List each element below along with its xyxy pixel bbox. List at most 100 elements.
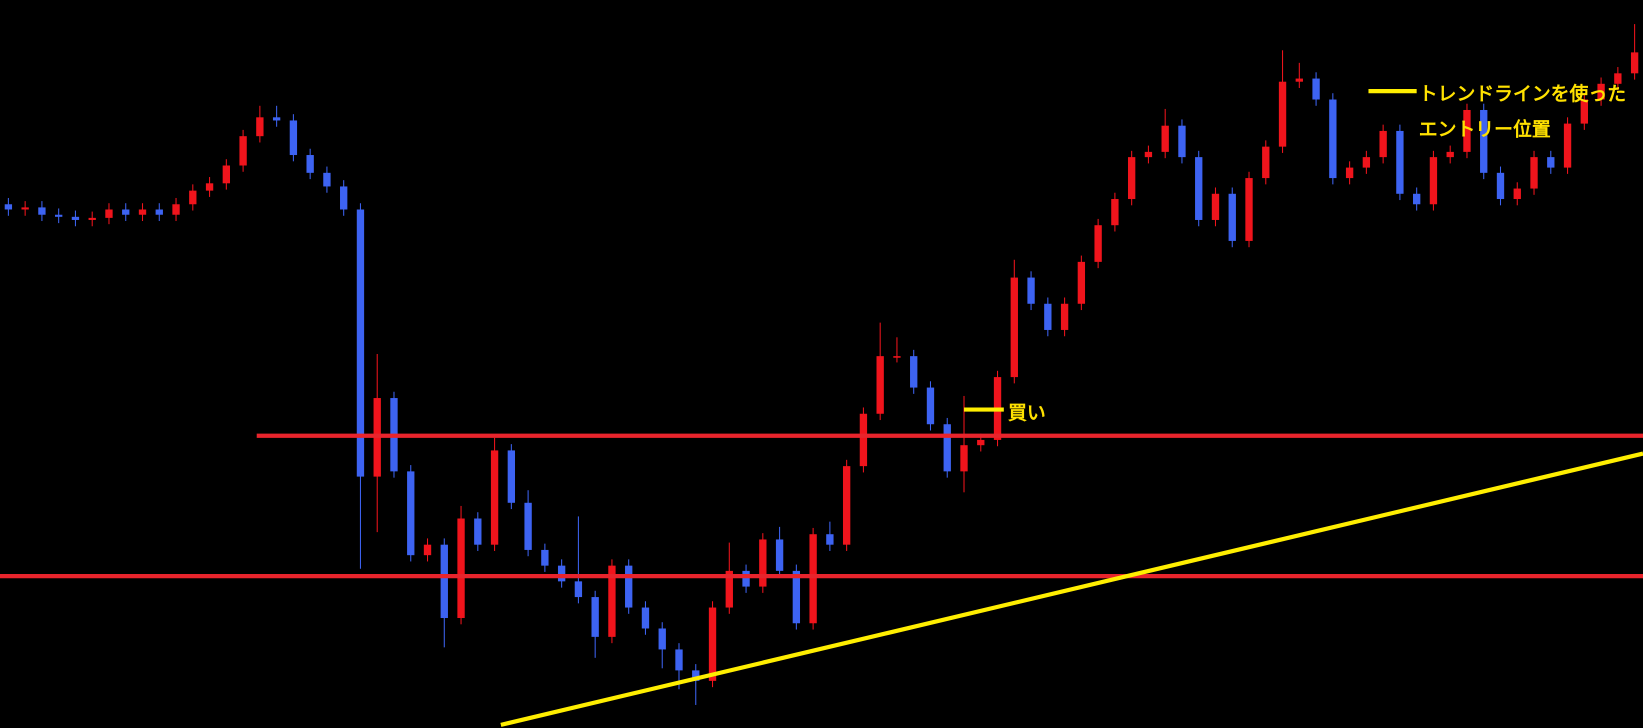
candle-body: [1446, 151, 1454, 158]
candle-body: [1345, 167, 1354, 179]
candle-body: [859, 413, 868, 467]
candle-body: [1513, 188, 1521, 200]
candle-body: [1463, 109, 1471, 152]
candle-body: [88, 217, 96, 220]
candle-body: [1044, 303, 1052, 330]
candle-body: [1278, 81, 1287, 147]
candle-body: [189, 190, 197, 205]
candle-body: [591, 597, 599, 637]
candle-body: [1630, 52, 1639, 74]
candle-body: [775, 539, 784, 571]
candle-body: [407, 471, 415, 556]
candle-body: [1245, 178, 1253, 241]
candle-body: [1530, 157, 1538, 189]
candle-body: [1413, 193, 1421, 205]
candle-body: [1580, 99, 1588, 124]
candle-body: [507, 450, 516, 503]
candle-body: [272, 117, 281, 121]
candle-body: [1295, 78, 1303, 82]
candle-body: [842, 466, 851, 545]
candle-body: [893, 356, 901, 358]
candle-body: [1144, 151, 1153, 158]
candle-body: [977, 439, 985, 446]
candle-body: [742, 570, 750, 587]
candle-body: [1379, 130, 1387, 158]
candle-body: [38, 207, 46, 215]
candle-body: [675, 649, 683, 671]
candle-body: [1111, 199, 1119, 226]
candle-body: [289, 120, 298, 156]
candle-body: [557, 565, 566, 582]
buy-label: 買い: [1008, 402, 1046, 424]
trendline: [500, 451, 1643, 727]
candle-body: [759, 539, 767, 587]
candle-body: [1480, 109, 1488, 173]
candle-body: [105, 209, 113, 218]
candle-body: [926, 387, 935, 425]
candle-body: [876, 356, 884, 414]
candle-body: [1127, 157, 1136, 200]
candle-body: [340, 186, 348, 210]
candle-body: [1547, 157, 1555, 168]
candle-body: [625, 565, 633, 608]
candle-body: [692, 670, 700, 681]
candle-body: [1614, 73, 1622, 84]
candle-body: [306, 155, 314, 173]
candle-body: [1027, 277, 1035, 304]
candle-body: [1396, 130, 1404, 194]
candle-body: [1211, 193, 1220, 220]
candle-body: [71, 216, 80, 220]
candle-body: [1429, 157, 1438, 205]
candle-body: [1060, 303, 1069, 330]
candle-body: [792, 570, 801, 624]
candle-body: [1262, 146, 1270, 179]
annotation-line-2: エントリー位置: [1419, 117, 1551, 140]
candle-body: [1094, 225, 1102, 262]
candle-body: [574, 581, 583, 598]
candle-body: [1178, 125, 1186, 158]
candle-body: [4, 204, 13, 210]
candle-body: [1077, 261, 1086, 304]
candle-body: [122, 209, 130, 215]
candle-body: [826, 534, 834, 545]
candle-body: [524, 502, 532, 550]
candle-body: [205, 183, 214, 191]
candle-body: [943, 424, 951, 472]
candle-body: [1563, 123, 1572, 168]
candle-body: [809, 534, 817, 624]
candle-body: [1228, 193, 1236, 241]
candle-body: [1496, 172, 1505, 200]
candle-body: [708, 607, 717, 681]
candle-body: [155, 209, 163, 215]
candle-body: [910, 356, 918, 388]
candle-body: [21, 207, 29, 210]
candle-body: [474, 518, 482, 545]
candle-body: [138, 209, 147, 215]
candle-body: [323, 172, 331, 187]
candle-body: [423, 544, 432, 556]
candle-body: [541, 549, 549, 566]
candle-body: [1195, 157, 1203, 220]
candle-body: [725, 570, 733, 608]
candle-body: [256, 117, 264, 137]
candle-body: [172, 204, 180, 215]
candle-body: [440, 544, 448, 619]
candle-body: [608, 565, 616, 637]
candle-body: [222, 165, 230, 184]
levels: [0, 433, 1643, 579]
annotation-line-1: トレンドラインを使った: [1419, 83, 1626, 105]
candle-body: [457, 518, 465, 619]
candle-body: [356, 209, 365, 477]
candle-body: [960, 445, 968, 472]
candle-body: [658, 628, 666, 650]
candle-body: [1329, 99, 1337, 179]
candle-body: [1597, 83, 1605, 100]
candle-body: [239, 136, 247, 166]
candle-body: [641, 607, 650, 629]
candle-body: [490, 450, 499, 545]
candle-body: [1312, 78, 1320, 100]
candle-body: [1362, 157, 1371, 168]
